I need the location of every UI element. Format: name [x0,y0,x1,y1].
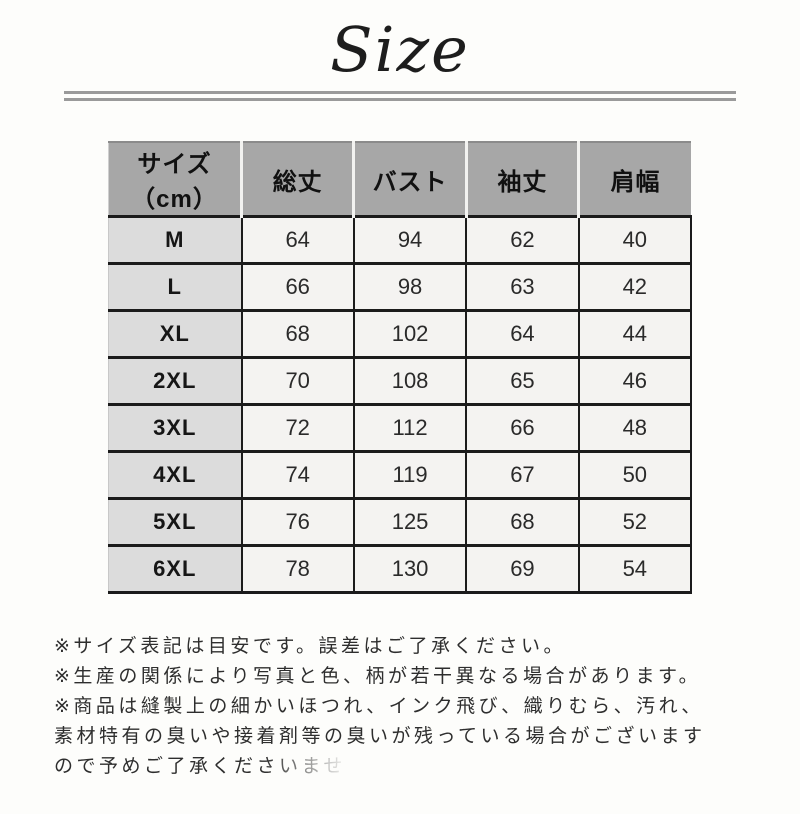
value-cell: 102 [352,310,467,358]
value-cell: 50 [577,451,693,499]
header-cell: 総丈 [239,141,354,217]
double-divider [64,91,736,102]
header-cell-size: サイズ（cm） [108,141,242,217]
value-cell: 64 [240,216,354,264]
table-row: L 66 98 63 42 [108,263,693,311]
value-cell: 62 [465,216,579,264]
value-cell: 108 [352,357,467,405]
size-label-cell: 4XL [108,451,242,499]
value-cell: 52 [577,498,693,546]
table-row: 6XL 78 130 69 54 [108,545,693,593]
value-cell: 64 [465,310,579,358]
value-cell: 72 [240,404,354,452]
note-line: ので予めご了承くださいませ [54,756,346,778]
value-cell: 68 [240,310,354,358]
value-cell: 74 [240,451,354,499]
value-cell: 67 [465,451,579,499]
value-cell: 70 [240,357,354,405]
header-cell: 肩幅 [577,141,691,217]
value-cell: 94 [352,216,467,264]
note-line: ※生産の関係により写真と色、柄が若干異なる場合があります。 [54,666,702,688]
page-title: Size [330,13,470,86]
value-cell: 69 [465,545,579,593]
size-label-cell: 5XL [108,498,242,546]
value-cell: 78 [240,545,354,593]
table-row: XL 68 102 64 44 [108,310,693,358]
header-cell: バスト [352,141,467,217]
header-row: サイズ（cm） 総丈 バスト 袖丈 肩幅 [108,141,691,217]
size-label-cell: 3XL [108,404,242,452]
table-row: M 64 94 62 40 [108,216,693,264]
table-row: 2XL 70 108 65 46 [108,357,693,405]
value-cell: 40 [577,216,693,264]
size-label-cell: 6XL [108,545,242,593]
value-cell: 44 [577,310,693,358]
note-line: ※商品は縫製上の細かいほつれ、インク飛び、織りむら、汚れ、 [54,696,704,718]
note-line: 素材特有の臭いや接着剤等の臭いが残っている場合がございます [54,726,706,748]
size-label-cell: XL [108,310,242,358]
value-cell: 125 [352,498,467,546]
size-label-cell: L [108,263,242,311]
value-cell: 66 [240,263,354,311]
size-table-body: M 64 94 62 40 L 66 98 63 42 XL 68 102 64 44 2XL 70 108 65 4… [108,216,693,593]
value-cell: 98 [352,263,467,311]
note-line: ※サイズ表記は目安です。誤差はご了承ください。 [54,636,566,658]
value-cell: 63 [465,263,579,311]
header-cell: 袖丈 [464,141,579,217]
value-cell: 68 [465,498,579,546]
size-table-header: サイズ（cm） 総丈 バスト 袖丈 肩幅 [108,141,691,217]
value-cell: 46 [577,357,693,405]
notes-section: ※サイズ表記は目安です。誤差はご了承ください。 ※生産の関係により写真と色、柄が若… [54,632,800,782]
table-row: 3XL 72 112 66 48 [108,404,693,452]
value-cell: 119 [352,451,467,499]
value-cell: 42 [577,263,693,311]
size-label-cell: M [108,216,242,264]
value-cell: 48 [577,404,693,452]
table-row: 5XL 76 125 68 52 [108,498,693,546]
value-cell: 112 [352,404,467,452]
value-cell: 66 [465,404,579,452]
table-row: 4XL 74 119 67 50 [108,451,693,499]
value-cell: 65 [465,357,579,405]
size-chart-page: Size サイズ（cm） 総丈 バスト 袖丈 肩幅 M 64 94 62 40 L 66 98 63 42… [0,14,800,782]
size-label-cell: 2XL [108,357,242,405]
size-table: サイズ（cm） 総丈 バスト 袖丈 肩幅 M 64 94 62 40 L 66 98 63 42 XL 68 1… [108,141,693,595]
value-cell: 54 [577,545,693,593]
value-cell: 76 [240,498,354,546]
value-cell: 130 [352,545,467,593]
